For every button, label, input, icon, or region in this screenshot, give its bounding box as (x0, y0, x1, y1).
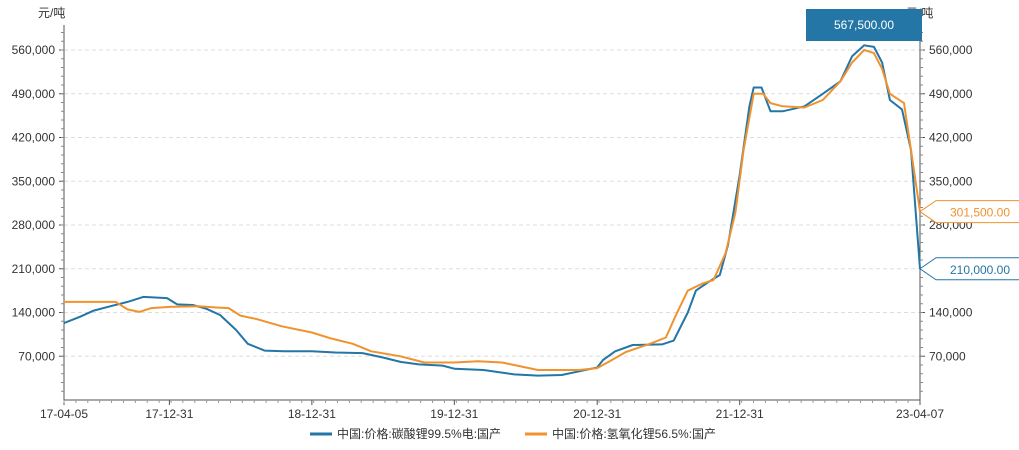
x-tick-label: 17-12-31 (145, 407, 193, 421)
peak-value-box (806, 9, 922, 41)
series-line-1 (63, 44, 921, 377)
y-tick-label-left: 140,000 (12, 306, 56, 320)
y-tick-label-left: 490,000 (12, 87, 56, 101)
value-callouts: 567,500.00 301,500.00 210,000.00 (806, 9, 1019, 281)
y-tick-label-left: 560,000 (12, 43, 56, 57)
x-tick-label: 21-12-31 (716, 407, 764, 421)
y-tick-label-left: 420,000 (12, 131, 56, 145)
legend-label-1: 中国:价格:碳酸锂99.5%电:国产 (337, 426, 501, 441)
y-tick-label-left: 280,000 (12, 218, 56, 232)
series-line-2 (64, 49, 921, 371)
legend: 中国:价格:碳酸锂99.5%电:国产 中国:价格:氢氧化锂56.5%:国产 (310, 426, 716, 441)
x-tick-label: 19-12-31 (430, 407, 478, 421)
y-tick-label-right: 420,000 (929, 131, 973, 145)
y-tick-label-right: 140,000 (929, 306, 973, 320)
end-value-label-series-1-box (919, 257, 1019, 281)
y-tick-label-left: 70,000 (18, 349, 55, 363)
x-tick-label: 18-12-31 (288, 407, 336, 421)
y-tick-label-right: 490,000 (929, 87, 973, 101)
x-tick-label: 20-12-31 (573, 407, 621, 421)
x-tick-label: 23-04-07 (896, 407, 944, 421)
y-tick-label-right: 70,000 (929, 349, 966, 363)
axes: 元/吨 元/吨 (38, 6, 933, 405)
y-tick-label-left: 210,000 (12, 262, 56, 276)
x-tick-label: 17-04-05 (40, 407, 88, 421)
series-lines (63, 44, 921, 377)
y-tick-label-left: 350,000 (12, 174, 56, 188)
y-tick-label-right: 560,000 (929, 43, 973, 57)
grid-lines (64, 49, 920, 357)
end-value-label-series-2: 301,500.00 (950, 206, 1010, 220)
peak-value-label: 567,500.00 (834, 18, 894, 32)
end-value-label-series-1: 210,000.00 (950, 263, 1010, 277)
end-value-label-series-2-box (919, 200, 1019, 224)
tick-labels: 70,00070,000140,000140,000210,000210,000… (12, 43, 973, 421)
y-tick-label-right: 350,000 (929, 174, 973, 188)
y-axis-left-unit: 元/吨 (38, 6, 65, 20)
legend-label-2: 中国:价格:氢氧化锂56.5%:国产 (552, 426, 716, 441)
